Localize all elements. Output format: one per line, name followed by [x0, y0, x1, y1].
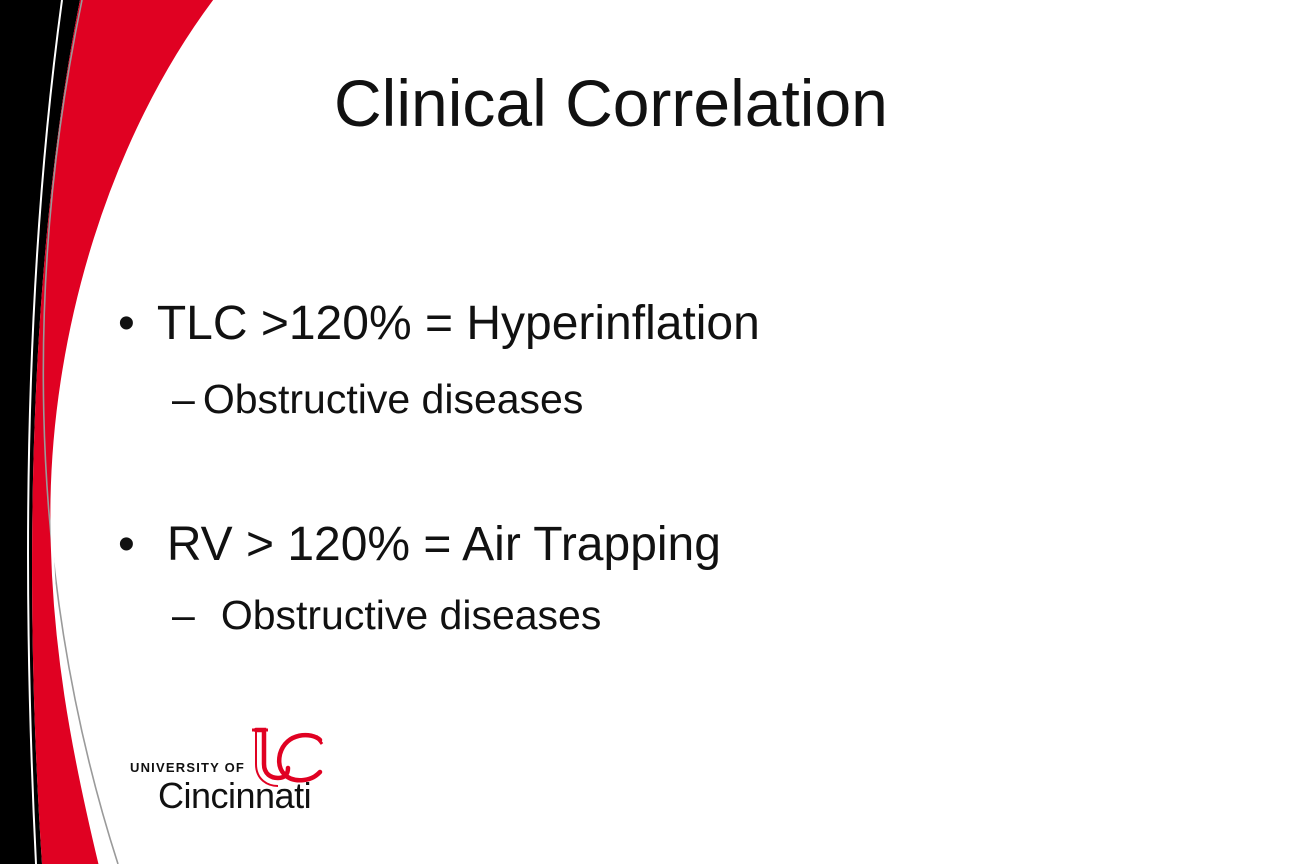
sub-bullet-tlc: – Obstructive diseases: [172, 379, 583, 420]
university-logo: UNIVERSITY OF Cincinnati: [130, 727, 324, 816]
bullet-rv: • RV > 120% = Air Trapping: [118, 521, 721, 569]
logo-line2: Cincinnati: [158, 775, 311, 816]
red-band: [32, 0, 215, 864]
sub-bullet-marker: –: [172, 592, 195, 638]
bullet-marker: •: [118, 297, 135, 350]
red-edge-highlight: [50, 0, 217, 864]
sub-bullet-text: Obstructive diseases: [202, 376, 584, 422]
sub-bullet-text: Obstructive diseases: [220, 592, 602, 638]
bullet-text: TLC >120% = Hyperinflation: [156, 297, 760, 350]
bullet-text: RV > 120% = Air Trapping: [166, 518, 721, 571]
bullet-tlc: • TLC >120% = Hyperinflation: [118, 300, 760, 348]
black-band: [0, 0, 80, 864]
logo-line1: UNIVERSITY OF: [130, 760, 245, 775]
grey-arc: [42, 0, 119, 864]
uc-monogram: [252, 727, 324, 787]
bullet-marker: •: [118, 518, 135, 571]
white-stripe: [27, 0, 63, 864]
sub-bullet-rv: – Obstructive diseases: [172, 595, 601, 636]
left-swoosh-decoration: [0, 0, 217, 864]
sub-bullet-marker: –: [172, 376, 195, 422]
slide-title: Clinical Correlation: [334, 66, 888, 140]
